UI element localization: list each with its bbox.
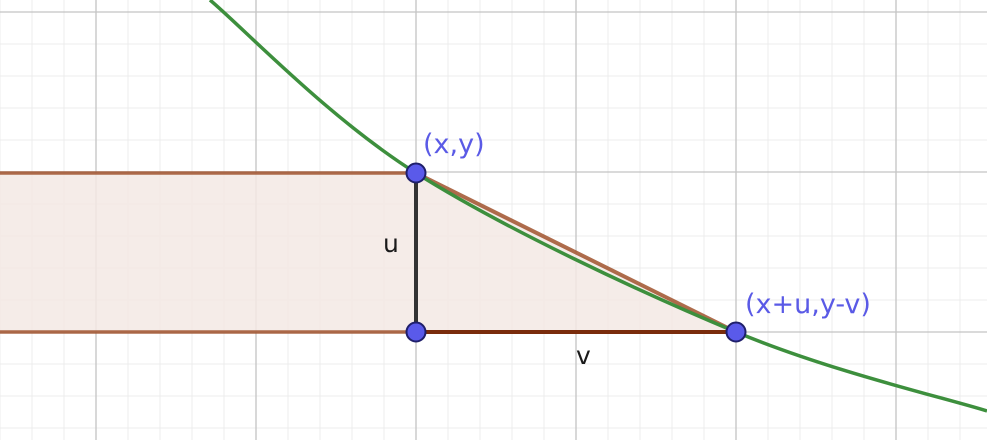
point-right[interactable] [725,321,747,343]
leg-u-label: u [383,229,399,258]
secant-line [415,171,737,334]
shaded-region [0,173,736,332]
point-top[interactable] [405,162,427,184]
point-corner[interactable] [405,321,427,343]
leg-v-label: v [576,341,591,370]
point-right-label: (x+u,y-v) [745,289,871,320]
point-top-label: (x,y) [423,129,485,160]
decreasing-curve [208,0,987,413]
